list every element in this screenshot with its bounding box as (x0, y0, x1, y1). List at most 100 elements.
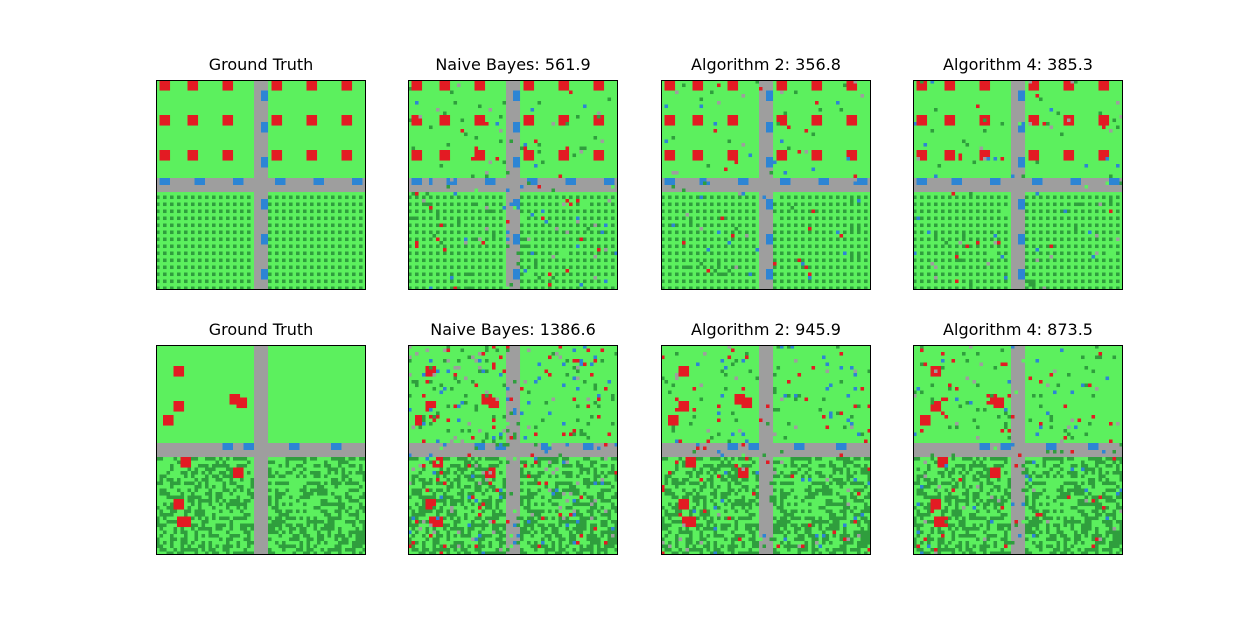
map-cell-dark-green (689, 209, 693, 214)
map-cell-building (474, 150, 479, 154)
segmentation-map (913, 80, 1123, 290)
map-cell-dark-green (724, 209, 728, 214)
map-cell-dark-green (934, 195, 938, 200)
map-cell-road (590, 188, 594, 193)
map-cell-water (990, 178, 994, 182)
map-cell-dark-green (292, 457, 297, 461)
map-cell-road (261, 387, 265, 391)
map-cell-water (261, 90, 265, 95)
map-cell-road (348, 178, 353, 182)
map-cell-road (579, 150, 584, 154)
map-cell-dark-green (731, 286, 735, 290)
map-cell-dark-green (471, 251, 475, 256)
map-cell-road (759, 97, 763, 102)
map-cell-building (418, 118, 423, 123)
map-cell-road (565, 185, 570, 189)
map-cell-road (1011, 192, 1015, 196)
map-cell-road (261, 352, 265, 356)
map-cell-dark-green (857, 255, 861, 259)
map-cell-water (769, 157, 774, 161)
map-cell-road (1011, 150, 1015, 154)
map-cell-road (310, 443, 314, 447)
map-cell-dark-green (212, 457, 216, 461)
map-cell-dark-green (492, 251, 496, 256)
map-cell-road (769, 174, 774, 179)
panel-title: Algorithm 2: 356.8 (691, 55, 841, 74)
map-cell-dark-green (303, 195, 307, 200)
map-cell-building (411, 157, 416, 161)
map-cell-building (979, 153, 984, 158)
map-cell-water (766, 129, 770, 133)
map-cell-dark-green (801, 251, 805, 256)
map-cell-dark-green (191, 474, 195, 479)
map-cell-road (254, 90, 258, 95)
map-cell-dark-green (724, 265, 728, 270)
map-cell-road (741, 188, 746, 193)
map-cell-road (1049, 178, 1054, 182)
map-cell-road (345, 188, 349, 193)
map-cell-road (562, 185, 566, 189)
map-cell-road (271, 188, 276, 193)
map-cell-water (766, 164, 770, 168)
map-cell-water (313, 181, 318, 186)
map-cell-road (766, 216, 770, 221)
map-cell-dark-green (219, 464, 223, 468)
map-cell-dark-green (177, 258, 181, 263)
map-cell-dark-green (955, 251, 959, 256)
map-cell-water (853, 181, 858, 186)
map-cell-road (769, 167, 774, 172)
map-cell-road (184, 450, 188, 454)
map-cell-dark-green (962, 139, 966, 144)
map-cell-water (236, 178, 241, 182)
map-cell-building (163, 415, 167, 419)
map-cell-road (951, 188, 956, 193)
map-cell-dark-green (864, 279, 868, 284)
map-cell-building (436, 237, 440, 242)
map-cell-road (832, 181, 837, 186)
map-cell-building (474, 83, 479, 88)
map-cell-road (261, 411, 265, 416)
map-cell-road (600, 178, 605, 182)
map-cell-water (1021, 234, 1026, 238)
map-cell-dark-green (520, 209, 524, 214)
map-cell-road (846, 188, 851, 193)
map-cell-dark-green (787, 146, 791, 151)
map-cell-road (717, 181, 721, 186)
map-cell-building (951, 150, 956, 154)
map-cell-road (1018, 83, 1022, 88)
map-cell-dark-green (1046, 195, 1050, 200)
map-cell-dark-green (219, 272, 223, 277)
map-cell-water (229, 446, 234, 451)
map-cell-dark-green (808, 244, 812, 249)
map-cell-dark-green (941, 223, 945, 228)
map-cell-road (506, 279, 510, 284)
map-cell-road (264, 436, 269, 440)
map-cell-road (759, 227, 763, 231)
map-cell-road (226, 453, 230, 458)
map-cell-water (1018, 129, 1022, 133)
map-cell-dark-green (590, 230, 594, 235)
map-cell-road (590, 185, 594, 189)
map-cell-water (766, 272, 770, 277)
map-cell-road (1098, 185, 1103, 189)
map-cell-water (222, 443, 227, 447)
map-cell-road (1018, 188, 1022, 193)
map-cell-dark-green (219, 230, 223, 235)
map-cell-building (696, 150, 700, 154)
map-cell-road (254, 206, 258, 210)
map-cell-road (1021, 216, 1026, 221)
map-cell-dark-green (717, 244, 721, 249)
map-cell-dark-green (436, 265, 440, 270)
map-cell-road (689, 178, 693, 182)
map-cell-dark-green (1060, 209, 1064, 214)
map-cell-road (264, 390, 269, 395)
map-cell-road (257, 457, 262, 461)
map-cell-road (306, 181, 311, 186)
map-cell-road (261, 418, 265, 423)
map-cell-road (769, 87, 774, 91)
map-cell-road (731, 185, 735, 189)
map-cell-building (916, 153, 921, 158)
map-cell-building (668, 150, 672, 154)
map-cell-water (320, 181, 325, 186)
map-cell-road (1021, 188, 1026, 193)
